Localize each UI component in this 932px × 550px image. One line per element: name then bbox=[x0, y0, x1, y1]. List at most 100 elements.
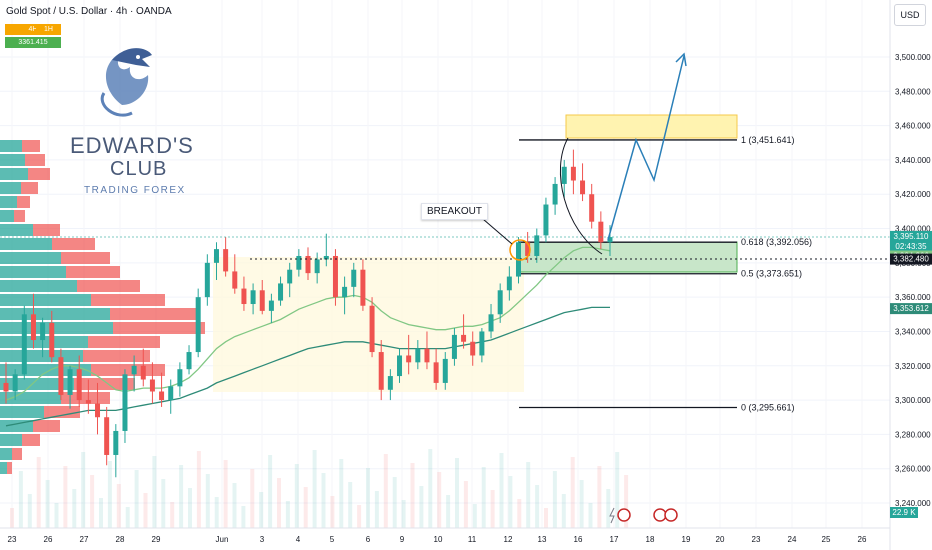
currency-button[interactable]: USD bbox=[894, 4, 926, 26]
volume-profile-bar bbox=[0, 378, 74, 390]
projection-arrow bbox=[607, 55, 685, 241]
volume-bar bbox=[45, 480, 50, 528]
candle-body bbox=[3, 382, 9, 392]
volume-profile-bar bbox=[0, 406, 44, 418]
timeframe-badge-2[interactable]: 1H bbox=[36, 24, 61, 35]
lightning-icon[interactable] bbox=[609, 507, 615, 524]
volume-bar bbox=[490, 490, 495, 528]
volume-bar bbox=[188, 488, 192, 528]
candle-body bbox=[296, 255, 302, 270]
volume-profile-bar bbox=[14, 210, 25, 222]
candle-body bbox=[314, 259, 320, 274]
volume-bar bbox=[526, 462, 531, 528]
volume-bar bbox=[36, 457, 41, 528]
volume-profile-bar bbox=[0, 280, 77, 292]
volume-profile-bar bbox=[0, 392, 61, 404]
candle-body bbox=[534, 235, 540, 256]
price-tick-label: 3,300.000 bbox=[895, 396, 931, 405]
volume-profile-bar bbox=[0, 154, 25, 166]
candle-body bbox=[287, 269, 293, 284]
symbol-header[interactable]: Gold Spot / U.S. Dollar · 4h · OANDA bbox=[6, 6, 172, 17]
volume-bar bbox=[294, 464, 299, 528]
volume-profile-bar bbox=[0, 140, 22, 152]
time-tick-label: 29 bbox=[152, 535, 161, 544]
event-icons[interactable] bbox=[609, 507, 678, 524]
candle-body bbox=[397, 355, 403, 377]
price-axis[interactable]: 3,500.000 3,480.000 3,460.000 3,440.000 3,42… bbox=[889, 0, 931, 550]
volume-bar bbox=[508, 476, 513, 528]
candle-body bbox=[552, 183, 558, 205]
volume-profile-bar bbox=[0, 434, 22, 446]
volume-profile-bar bbox=[0, 224, 33, 236]
candle-body bbox=[424, 348, 430, 363]
time-tick-label: 20 bbox=[716, 535, 725, 544]
time-tick-label: 26 bbox=[858, 535, 867, 544]
target-zone bbox=[565, 114, 738, 139]
candle-body bbox=[589, 194, 595, 222]
breakout-label: BREAKOUT bbox=[421, 203, 489, 220]
volume-bar bbox=[455, 458, 459, 528]
candle-body bbox=[406, 355, 412, 363]
candle-body bbox=[104, 417, 110, 455]
volume-bar bbox=[152, 456, 157, 528]
volume-bar bbox=[401, 500, 406, 528]
candle-body bbox=[186, 352, 192, 370]
price-tag-label: 3,382.480 bbox=[893, 255, 929, 264]
candle-body bbox=[415, 348, 421, 363]
flag-icon[interactable] bbox=[653, 508, 667, 522]
fib-label: 0 (3,295.661) bbox=[741, 403, 795, 413]
price-tick-label: 3,280.000 bbox=[895, 430, 931, 439]
candle-body bbox=[49, 322, 55, 358]
volume-tag-label: 22.9 K bbox=[892, 508, 916, 517]
price-tag-label: 3,353.612 bbox=[893, 304, 929, 313]
volume-bar bbox=[437, 472, 442, 528]
price-tag bbox=[890, 253, 932, 265]
candle-body bbox=[351, 269, 357, 287]
volume-profile-bar bbox=[33, 420, 60, 432]
price-tick-label: 3,500.000 bbox=[895, 53, 931, 62]
volume-profile-bar bbox=[21, 182, 38, 194]
candle-body bbox=[195, 297, 201, 353]
candle-body bbox=[506, 276, 512, 291]
volume-bar bbox=[232, 483, 237, 528]
volume-bar bbox=[196, 451, 201, 528]
volume-bar bbox=[419, 486, 424, 528]
candle-body bbox=[58, 357, 64, 395]
time-tick-label: 9 bbox=[400, 535, 405, 544]
volume-profile-bar bbox=[25, 154, 45, 166]
candle-body bbox=[488, 314, 494, 332]
volume-bar bbox=[366, 468, 370, 528]
volume-profile-bar bbox=[22, 434, 40, 446]
candle-body bbox=[76, 369, 82, 401]
timeframe-badge[interactable]: 4H bbox=[5, 24, 61, 35]
breakout-circle bbox=[509, 239, 531, 261]
dragon-logo-icon bbox=[100, 48, 152, 117]
candle-body bbox=[332, 255, 338, 298]
price-tick-label: 3,260.000 bbox=[895, 465, 931, 474]
volume-profile-bar bbox=[0, 266, 66, 278]
volume-bar bbox=[277, 478, 281, 528]
flag-icon[interactable] bbox=[617, 508, 631, 522]
time-tick-label: 11 bbox=[468, 535, 477, 544]
volume-bar bbox=[472, 504, 477, 528]
time-tick-label: 5 bbox=[330, 535, 335, 544]
volume-profile-bar bbox=[88, 336, 160, 348]
flag-icon[interactable] bbox=[664, 508, 678, 522]
volume-profile-bar bbox=[0, 182, 21, 194]
price-tick-label: 3,240.000 bbox=[895, 499, 931, 508]
volume-bar bbox=[330, 496, 335, 528]
time-tick-label: 24 bbox=[788, 535, 797, 544]
volume-bar bbox=[383, 454, 388, 528]
volume-bar bbox=[517, 499, 522, 528]
volume-bar bbox=[588, 503, 593, 528]
volume-bar bbox=[268, 455, 273, 528]
volume-profile-bar bbox=[12, 448, 22, 460]
volume-bar bbox=[561, 494, 566, 528]
volume-bar bbox=[90, 475, 95, 528]
volume-bar bbox=[125, 507, 130, 528]
volume-bar bbox=[374, 491, 379, 528]
volume-profile-bar bbox=[83, 350, 150, 362]
time-axis[interactable]: 23 26 27 28 29 Jun 3 4 5 6 9 10 11 12 13 16 17 18 19 20 23 24… bbox=[0, 527, 890, 544]
candle-body bbox=[451, 334, 457, 359]
